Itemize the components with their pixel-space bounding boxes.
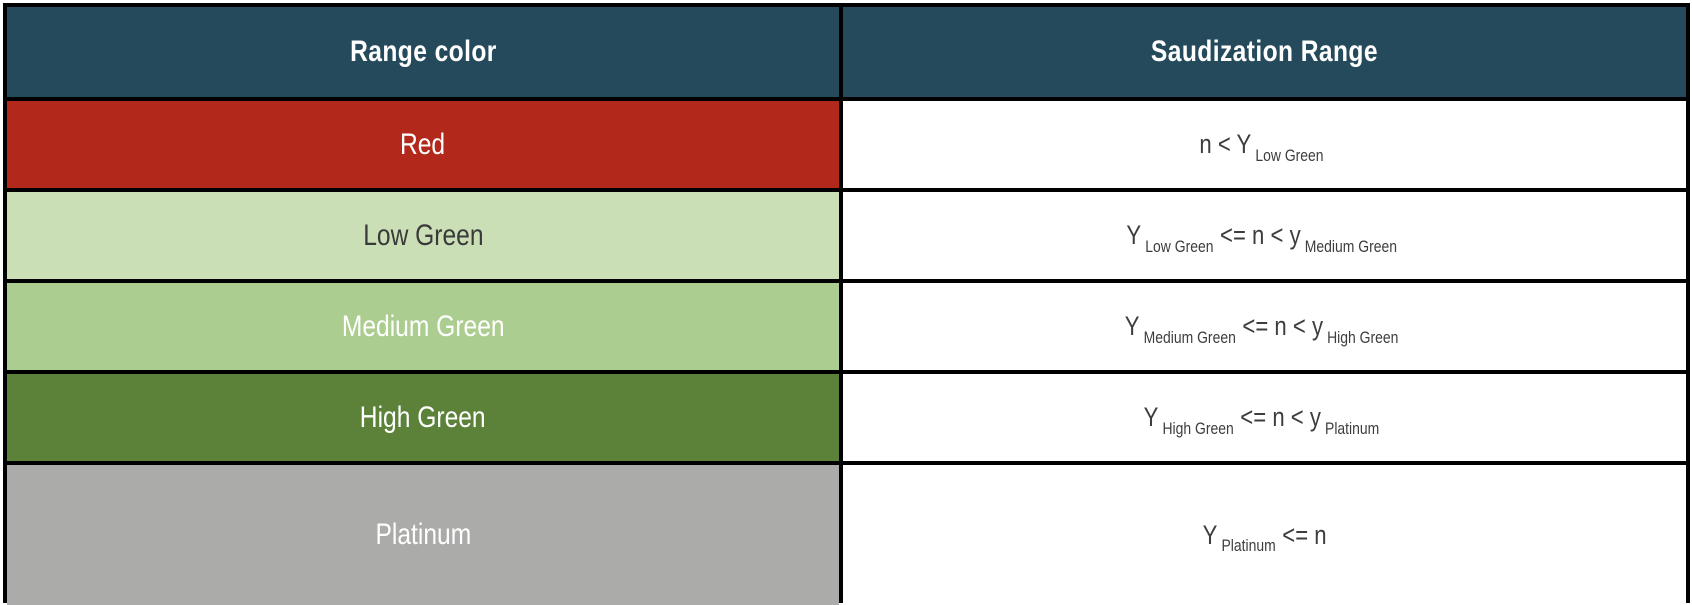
range-color-label: Platinum — [375, 518, 471, 551]
saudization-range-cell: Y High Green <= n < y Platinum — [843, 374, 1686, 461]
column-header-range-color-label: Range color — [349, 35, 497, 68]
range-formula: n < Y Low Green — [1199, 129, 1330, 164]
range-formula: Y Low Green <= n < y Medium Green — [1125, 220, 1403, 255]
saudization-range-cell: Y Platinum <= n — [843, 465, 1686, 605]
saudization-range-cell: Y Low Green <= n < y Medium Green — [843, 192, 1686, 279]
range-color-label: High Green — [360, 400, 486, 434]
column-header-range-color: Range color — [7, 7, 839, 97]
formula-text: <= n < y — [1242, 311, 1323, 341]
formula-text: Y — [1202, 519, 1218, 550]
formula-subscript: Platinum — [1324, 418, 1380, 438]
formula-subscript: Medium Green — [1143, 327, 1236, 347]
range-color-label: Red — [400, 127, 446, 161]
range-formula: Y Medium Green <= n < y High Green — [1124, 311, 1404, 346]
formula-text: <= n — [1282, 519, 1327, 550]
formula-subscript: Platinum — [1221, 536, 1276, 556]
range-color-label: Low Green — [362, 218, 484, 252]
screenshot-root: { "table": { "border_color": "#000000", … — [3, 3, 1690, 605]
range-formula: Y High Green <= n < y Platinum — [1143, 402, 1385, 437]
column-header-saudization-range: Saudization Range — [843, 7, 1686, 97]
formula-text: <= n < y — [1240, 402, 1321, 432]
formula-subscript: Low Green — [1144, 236, 1214, 256]
saudization-range-cell: n < Y Low Green — [843, 101, 1686, 188]
formula-text: Y — [1143, 402, 1159, 432]
range-formula: Y Platinum <= n — [1202, 519, 1327, 555]
formula-subscript: Medium Green — [1304, 236, 1397, 256]
formula-subscript: Low Green — [1255, 145, 1324, 165]
formula-subscript: High Green — [1326, 327, 1399, 347]
range-color-cell: Platinum — [7, 465, 839, 605]
formula-text: Y — [1125, 220, 1141, 250]
formula-text: n < Y — [1199, 129, 1252, 159]
range-color-cell: Low Green — [7, 192, 839, 279]
range-color-cell: High Green — [7, 374, 839, 461]
formula-text: Y — [1124, 311, 1140, 341]
range-color-cell: Medium Green — [7, 283, 839, 370]
formula-text: <= n < y — [1219, 220, 1301, 250]
column-header-saudization-range-label: Saudization Range — [1150, 35, 1379, 68]
saudization-range-cell: Y Medium Green <= n < y High Green — [843, 283, 1686, 370]
formula-subscript: High Green — [1162, 418, 1234, 438]
range-color-cell: Red — [7, 101, 839, 188]
range-color-label: Medium Green — [341, 309, 505, 343]
